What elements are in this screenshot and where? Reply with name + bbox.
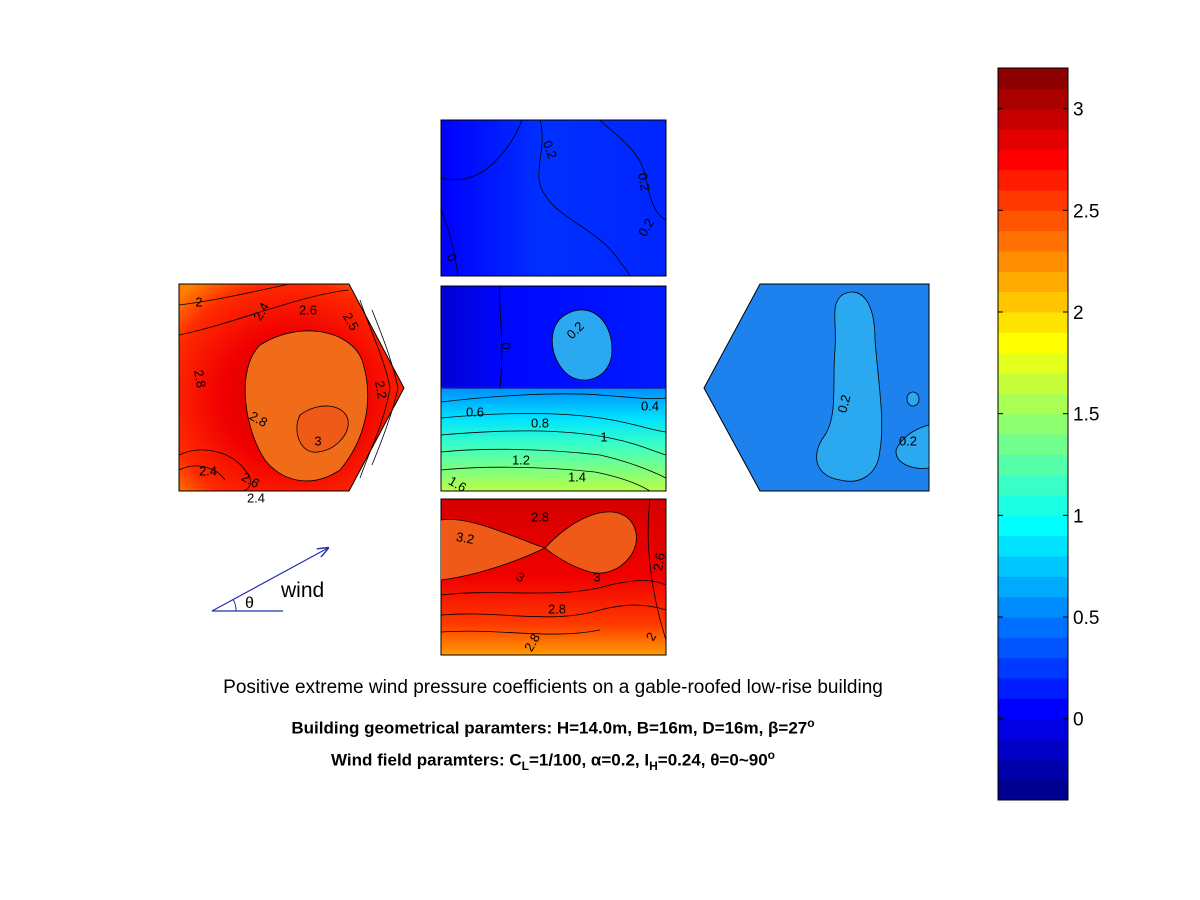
contour-label-roof-windward: 1.4 [568, 469, 586, 484]
contour-label-left-gable-wall: 2.6 [299, 302, 317, 317]
colorbar-band [998, 718, 1068, 740]
contour-labels: 0.20.20.202 2.4 2.6 2.52.82.82.232.4 2.62.40… [191, 139, 917, 654]
colorbar-band [998, 149, 1068, 171]
contour-label-upper-wall: 0 [444, 252, 461, 264]
contour-label-lower-wall: 3 [593, 569, 600, 584]
colorbar-bands [998, 68, 1068, 801]
colorbar: 0 0.5 1 1.5 2 2.5 3 [997, 67, 1099, 801]
colorbar-band [998, 434, 1068, 455]
colorbar-band [998, 169, 1068, 191]
contour-label-left-gable-wall: 2.2 [372, 380, 390, 400]
contour-label-lower-wall: 3.2 [455, 529, 475, 547]
colorbar-band [998, 556, 1068, 577]
wind-arrow [211, 548, 328, 612]
wind-text-2: =1/100, α=0.2, I [529, 750, 650, 770]
contour-label-left-gable-wall: 2 [195, 294, 202, 309]
wind-text-3: =0.24, θ=0~90 [657, 750, 768, 770]
contour-label-upper-wall: 0.2 [540, 139, 560, 161]
geometry-text: Building geometrical paramters: H=14.0m,… [291, 718, 808, 738]
colorbar-band [998, 332, 1068, 354]
colorbar-band [998, 596, 1068, 618]
colorbar-band [998, 413, 1068, 435]
colorbar-band [998, 535, 1068, 557]
colorbar-tick-label: 0.5 [1073, 608, 1099, 629]
wind-field-parameters: Wind field paramters: CL=1/100, α=0.2, I… [0, 748, 1106, 773]
contour-label-left-gable-wall: 2.4 [247, 490, 265, 505]
wind-angle-arc [232, 598, 237, 612]
wind-text-1: Wind field paramters: C [331, 750, 522, 770]
colorbar-band [998, 271, 1068, 293]
contour-label-roof-windward: 1 [600, 429, 607, 444]
geometry-parameters: Building geometrical paramters: H=14.0m,… [0, 716, 1106, 739]
contour-label-right-gable-wall: 0.2 [899, 433, 917, 448]
colorbar-band [998, 576, 1068, 598]
contour-label-roof-windward: 0.6 [466, 404, 484, 419]
colorbar-band [998, 210, 1068, 232]
geometry-degree: o [807, 716, 815, 730]
contour-label-left-gable-wall: 2.4 [199, 463, 217, 478]
colorbar-band [998, 515, 1068, 537]
figure-title: Positive extreme wind pressure coefficie… [223, 677, 883, 698]
colorbar-band [998, 454, 1068, 476]
wind-indicator: θ wind [211, 548, 328, 612]
wind-degree: o [767, 748, 775, 762]
colorbar-band [998, 352, 1068, 374]
wind-sub-l: L [521, 759, 529, 774]
panel-roof [440, 285, 667, 492]
colorbar-band [998, 637, 1068, 659]
colorbar-band [998, 129, 1068, 150]
colorbar-frame [997, 67, 1069, 801]
colorbar-band [998, 230, 1068, 252]
colorbar-band [998, 68, 1068, 89]
panel-upper-wall [440, 119, 667, 277]
colorbar-ticks: 0 0.5 1 1.5 2 2.5 3 [998, 100, 1099, 731]
contour-label-left-gable-wall: 3 [314, 433, 321, 448]
contour-label-lower-wall: 2.8 [548, 601, 566, 616]
colorbar-band [998, 190, 1068, 211]
colorbar-band [998, 759, 1068, 781]
colorbar-band [998, 373, 1068, 394]
contour-label-lower-wall: 2.8 [531, 509, 549, 524]
colorbar-band [998, 617, 1068, 638]
panel-right-gable [703, 283, 930, 492]
panel-lower-wall [440, 498, 667, 656]
colorbar-band [998, 393, 1068, 415]
contour-label-right-gable-wall: 0.2 [834, 393, 853, 414]
colorbar-band [998, 698, 1068, 720]
colorbar-tick-label: 2.5 [1073, 201, 1099, 222]
panel-left-gable [178, 283, 405, 492]
colorbar-tick-label: 1.5 [1073, 405, 1099, 426]
contour-label-left-gable-wall: 2.8 [191, 369, 209, 389]
colorbar-band [998, 657, 1068, 679]
colorbar-band [998, 495, 1068, 516]
wind-angle-symbol: θ [245, 595, 254, 612]
contour-label-roof-windward: 0.8 [531, 415, 549, 430]
colorbar-band [998, 88, 1068, 110]
contour-label-roof-windward: 0.4 [641, 398, 659, 413]
colorbar-tick-label: 1 [1073, 506, 1084, 527]
contour-label-roof-leeward: 0 [499, 342, 514, 349]
wind-label: wind [280, 579, 324, 602]
colorbar-tick-label: 3 [1073, 100, 1084, 121]
colorbar-band [998, 251, 1068, 272]
colorbar-band [998, 779, 1068, 801]
colorbar-band [998, 291, 1068, 313]
colorbar-band [998, 739, 1068, 760]
contour-label-lower-wall: 2.6 [650, 552, 668, 572]
colorbar-tick-label: 2 [1073, 303, 1084, 324]
colorbar-band [998, 108, 1068, 130]
wind-sub-h: H [649, 759, 658, 774]
colorbar-band [998, 474, 1068, 496]
colorbar-band [998, 312, 1068, 333]
colorbar-tick-label: 0 [1073, 710, 1084, 731]
colorbar-band [998, 678, 1068, 699]
contour-label-upper-wall: 0.2 [635, 172, 653, 192]
contour-label-roof-windward: 1.2 [512, 452, 530, 467]
